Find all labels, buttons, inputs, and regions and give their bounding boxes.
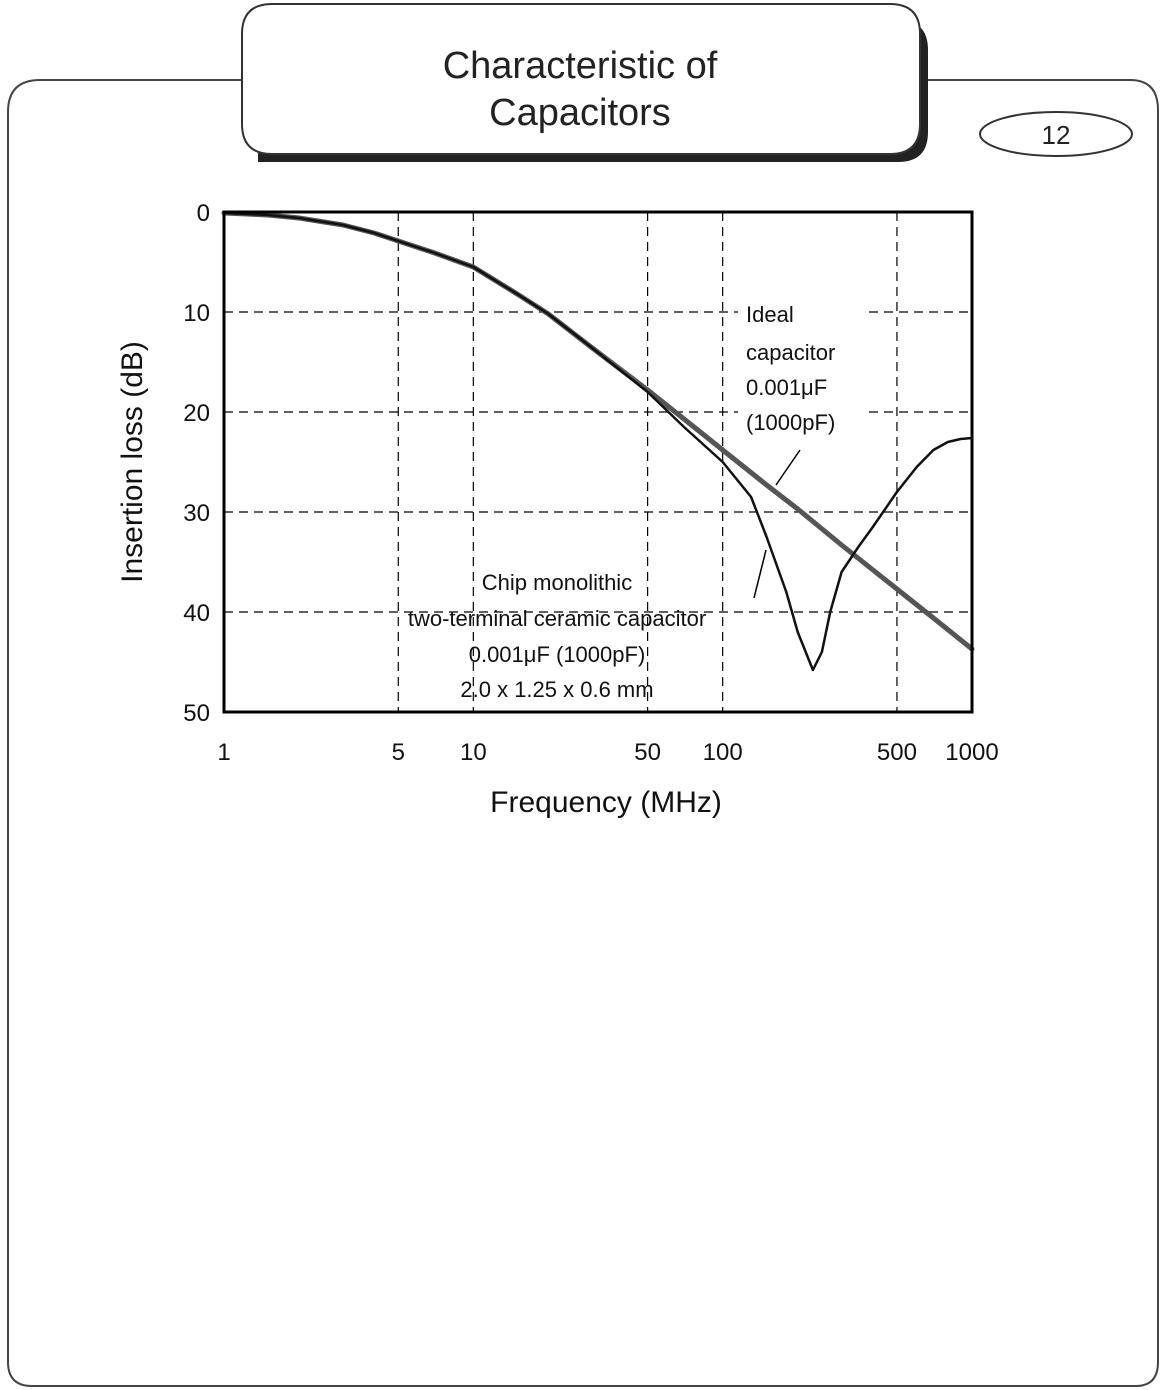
ideal-leader-line <box>775 449 801 486</box>
y-tick-label: 10 <box>183 300 210 327</box>
chart-tick-labels: 1 5 10 50 100 500 1000 0 10 20 30 40 50 <box>183 200 998 766</box>
y-tick-label: 20 <box>183 400 210 427</box>
x-tick-label: 100 <box>703 739 743 766</box>
x-tick-label: 1 <box>217 739 230 766</box>
chip-annotation: Chip monolithic two-terminal ceramic cap… <box>408 549 767 702</box>
ideal-annotation-line-2: capacitor <box>746 340 835 365</box>
chip-annotation-line-2: two-terminal ceramic capacitor <box>408 606 706 631</box>
chart-grid <box>224 212 972 712</box>
chip-series-line <box>222 211 974 672</box>
ideal-annotation: Ideal capacitor 0.001μF (1000pF) <box>738 296 868 486</box>
x-tick-label: 500 <box>877 739 917 766</box>
y-tick-label: 40 <box>183 600 210 627</box>
ideal-annotation-line-3: 0.001μF <box>746 375 827 400</box>
chip-annotation-line-1: Chip monolithic <box>482 570 632 595</box>
ideal-annotation-line-1: Ideal <box>746 302 794 327</box>
title-line-2: Capacitors <box>489 92 671 134</box>
page-frame-border <box>7 79 1159 1387</box>
x-tick-label: 5 <box>392 739 405 766</box>
plot-area-frame <box>222 210 974 714</box>
x-axis-title: Frequency (MHz) <box>490 786 722 819</box>
y-tick-label: 50 <box>183 700 210 727</box>
chart-series <box>221 210 975 672</box>
chip-leader-line <box>753 549 767 599</box>
chip-annotation-line-3: 0.001μF (1000pF) <box>469 642 646 667</box>
x-tick-label: 1000 <box>945 739 998 766</box>
page-number: 12 <box>1042 120 1071 150</box>
page-number-oval <box>979 111 1133 157</box>
x-tick-label: 10 <box>460 739 487 766</box>
title-tab: Characteristic of Capacitors <box>241 3 928 162</box>
chip-annotation-line-4: 2.0 x 1.25 x 0.6 mm <box>460 677 653 702</box>
y-tick-label: 0 <box>197 200 210 227</box>
ideal-annotation-line-4: (1000pF) <box>746 410 835 435</box>
y-axis-title: Insertion loss (dB) <box>116 341 149 583</box>
title-line-1: Characteristic of <box>443 45 718 87</box>
x-tick-label: 50 <box>634 739 661 766</box>
page-number-badge: 12 <box>979 111 1133 157</box>
y-tick-label: 30 <box>183 500 210 527</box>
title-tab-box <box>241 3 921 155</box>
ideal-annotation-bg <box>738 296 868 436</box>
